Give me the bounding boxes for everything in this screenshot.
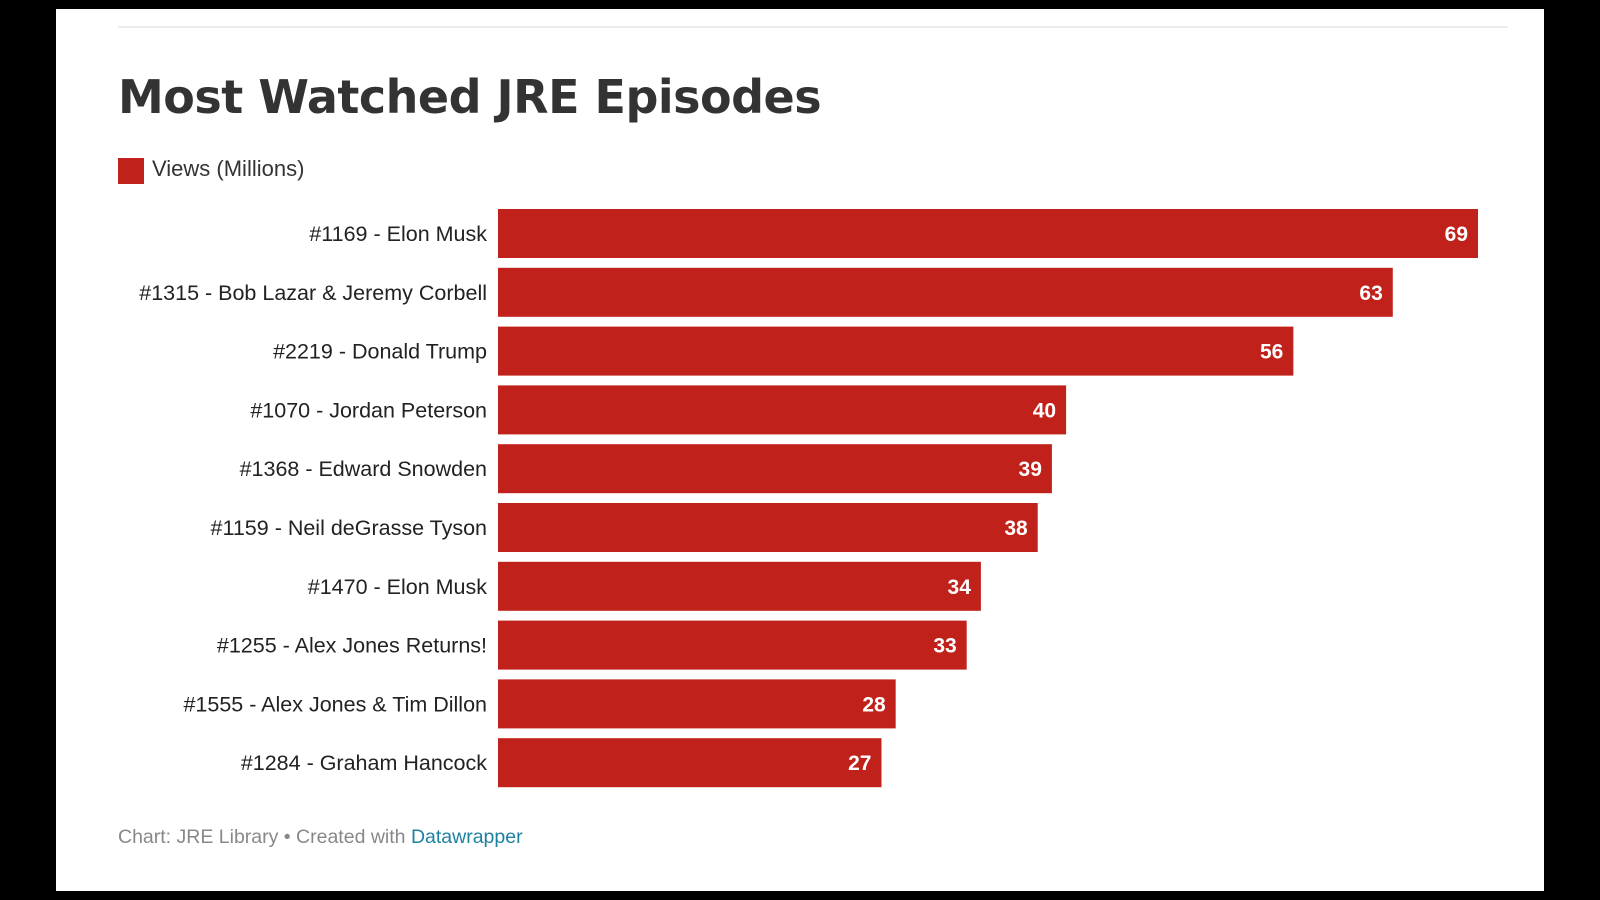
category-label: #1555 - Alex Jones & Tim Dillon <box>183 692 487 716</box>
value-label: 69 <box>1445 223 1468 246</box>
bar <box>498 267 1393 317</box>
value-label: 34 <box>948 576 972 599</box>
datawrapper-link[interactable]: Datawrapper <box>410 826 523 848</box>
bar <box>498 209 1478 258</box>
category-label: #1169 - Elon Musk <box>309 222 487 246</box>
category-label: #1368 - Edward Snowden <box>240 457 487 481</box>
footer-source: Chart: JRE Library • Created with <box>118 826 411 848</box>
value-label: 33 <box>933 635 956 658</box>
bar <box>498 679 896 729</box>
chart-footer: Chart: JRE Library • Created with Datawr… <box>118 826 523 849</box>
legend: Views (Millions) <box>118 154 304 184</box>
category-label: #1070 - Jordan Peterson <box>250 398 487 422</box>
bar <box>498 503 1038 552</box>
value-label: 56 <box>1260 341 1283 364</box>
category-label: #2219 - Donald Trump <box>273 340 487 364</box>
bar <box>498 620 967 670</box>
value-label: 27 <box>848 752 871 775</box>
value-label: 63 <box>1359 282 1382 305</box>
legend-label: Views (Millions) <box>152 156 305 181</box>
top-divider <box>118 26 1508 28</box>
bar <box>498 326 1294 376</box>
chart-title: Most Watched JRE Episodes <box>118 70 822 124</box>
bar <box>498 738 882 788</box>
category-label: #1470 - Elon Musk <box>308 575 488 599</box>
value-label: 38 <box>1004 517 1028 540</box>
value-label: 28 <box>862 693 886 716</box>
value-label: 39 <box>1019 458 1042 481</box>
bar <box>498 444 1052 494</box>
bar <box>498 385 1067 435</box>
legend-swatch <box>118 158 144 184</box>
value-label: 40 <box>1033 399 1056 422</box>
category-label: #1159 - Neil deGrasse Tyson <box>211 516 487 540</box>
category-label: #1315 - Bob Lazar & Jeremy Corbell <box>139 281 487 305</box>
category-label: #1284 - Graham Hancock <box>241 751 487 775</box>
bar <box>498 561 981 611</box>
category-label: #1255 - Alex Jones Returns! <box>217 634 487 658</box>
